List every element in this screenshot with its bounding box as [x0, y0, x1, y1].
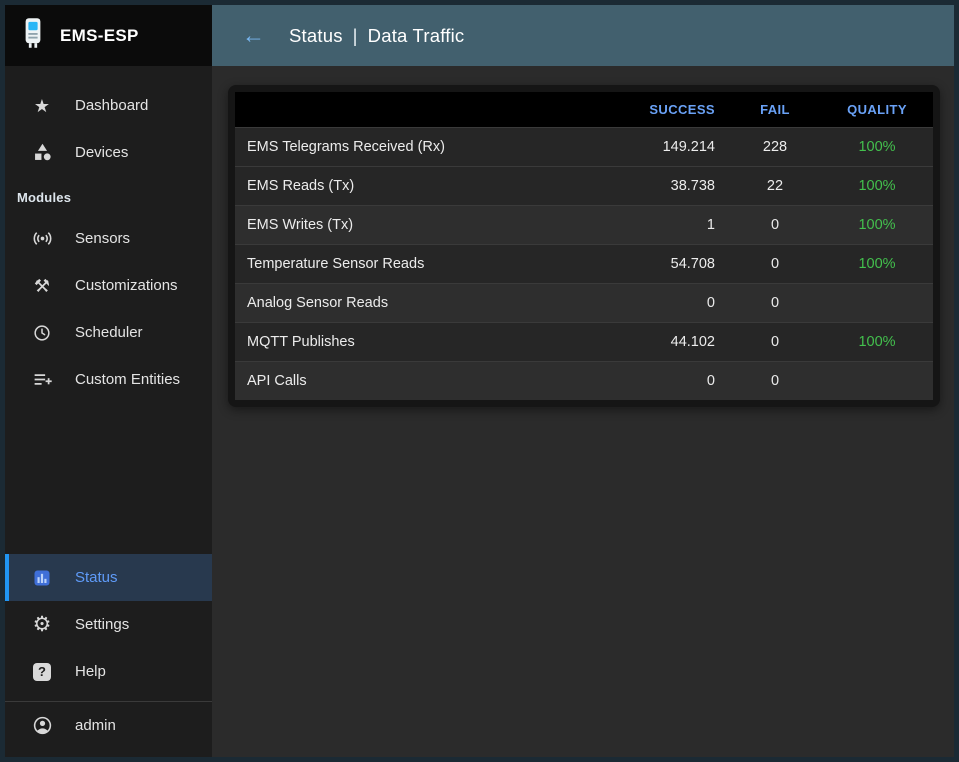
app-logo-icon — [21, 17, 45, 54]
fail-cell: 0 — [729, 205, 821, 245]
table-row: MQTT Publishes 44.102 0 100% — [235, 322, 933, 362]
devices-icon — [29, 142, 55, 163]
table-row: EMS Writes (Tx) 1 0 100% — [235, 205, 933, 245]
breadcrumb: Status | Data Traffic — [289, 25, 464, 47]
sidebar-item-status[interactable]: Status — [5, 554, 212, 601]
sidebar-divider — [5, 701, 212, 702]
app-logo-header[interactable]: EMS-ESP — [5, 5, 212, 66]
fail-cell: 0 — [729, 361, 821, 400]
metric-cell: EMS Telegrams Received (Rx) — [235, 127, 599, 167]
sidebar-item-devices[interactable]: Devices — [5, 129, 212, 176]
success-cell: 54.708 — [599, 244, 729, 284]
quality-cell: 100% — [821, 244, 933, 284]
success-cell: 0 — [599, 283, 729, 323]
table-header: SUCCESS FAIL QUALITY — [235, 92, 933, 128]
sidebar-spacer — [5, 403, 212, 554]
breadcrumb-page: Data Traffic — [367, 24, 465, 46]
success-cell: 0 — [599, 361, 729, 400]
sidebar-item-label: Sensors — [75, 230, 131, 247]
fail-cell: 0 — [729, 322, 821, 362]
data-traffic-table: SUCCESS FAIL QUALITY EMS Telegrams Recei… — [235, 92, 933, 400]
metric-cell: MQTT Publishes — [235, 322, 599, 362]
sidebar-item-label: Customizations — [75, 277, 178, 294]
metric-column-header — [235, 92, 599, 128]
sidebar-item-label: Dashboard — [75, 97, 149, 114]
sidebar-item-label: Status — [75, 569, 118, 586]
gear-icon: ⚙ — [32, 613, 52, 636]
tools-icon: ⚒ — [33, 275, 51, 296]
main-content: SUCCESS FAIL QUALITY EMS Telegrams Recei… — [212, 66, 954, 757]
sidebar-item-customizations[interactable]: ⚒ Customizations — [5, 262, 212, 309]
table-row: Analog Sensor Reads 0 0 — [235, 283, 933, 323]
sidebar-item-settings[interactable]: ⚙ Settings — [5, 601, 212, 648]
metric-cell: API Calls — [235, 361, 599, 400]
fail-cell: 22 — [729, 166, 821, 206]
breadcrumb-section: Status — [289, 24, 343, 46]
quality-column-header: QUALITY — [821, 92, 933, 128]
sidebar-nav: ★ Dashboard Devices Modules — [5, 66, 212, 757]
sidebar-item-label: Settings — [75, 616, 130, 633]
quality-cell — [821, 283, 933, 323]
quality-cell: 100% — [821, 166, 933, 206]
main-column: ← Status | Data Traffic SUCCESS FAIL QUALI… — [212, 5, 954, 757]
fail-cell: 228 — [729, 127, 821, 167]
sidebar-item-help[interactable]: ? Help — [5, 648, 212, 695]
success-cell: 149.214 — [599, 127, 729, 167]
table-row: API Calls 0 0 — [235, 361, 933, 400]
ems-esp-app: EMS-ESP ★ Dashboard Devices Modules — [5, 5, 954, 757]
star-icon: ★ — [33, 95, 51, 116]
sidebar-item-label: Scheduler — [75, 324, 143, 341]
breadcrumb-separator: | — [352, 24, 358, 46]
table-body: EMS Telegrams Received (Rx) 149.214 228 … — [235, 127, 933, 400]
table-row: Temperature Sensor Reads 54.708 0 100% — [235, 244, 933, 284]
sidebar-section-modules: Modules — [17, 190, 72, 205]
sidebar-item-label: Devices — [75, 144, 129, 161]
metric-cell: EMS Writes (Tx) — [235, 205, 599, 245]
sensors-icon — [29, 228, 55, 249]
app-title: EMS-ESP — [60, 25, 139, 45]
sidebar-item-label: Help — [75, 663, 106, 680]
help-icon: ? — [29, 662, 55, 681]
bar-chart-icon — [29, 568, 55, 588]
success-cell: 44.102 — [599, 322, 729, 362]
sidebar: EMS-ESP ★ Dashboard Devices Modules — [5, 5, 212, 757]
success-column-header: SUCCESS — [599, 92, 729, 128]
table-header-row: SUCCESS FAIL QUALITY — [235, 92, 933, 128]
sidebar-item-dashboard[interactable]: ★ Dashboard — [5, 82, 212, 129]
sidebar-item-sensors[interactable]: Sensors — [5, 215, 212, 262]
account-icon — [29, 715, 55, 736]
data-traffic-card: SUCCESS FAIL QUALITY EMS Telegrams Recei… — [228, 85, 940, 407]
sidebar-item-admin[interactable]: admin — [5, 702, 212, 749]
sidebar-item-label: admin — [75, 717, 116, 734]
back-arrow-icon[interactable]: ← — [242, 22, 265, 48]
metric-cell: EMS Reads (Tx) — [235, 166, 599, 206]
sidebar-item-custom-entities[interactable]: Custom Entities — [5, 356, 212, 403]
help-badge: ? — [33, 662, 51, 681]
quality-cell: 100% — [821, 127, 933, 167]
table-row: EMS Reads (Tx) 38.738 22 100% — [235, 166, 933, 206]
quality-cell: 100% — [821, 322, 933, 362]
metric-cell: Analog Sensor Reads — [235, 283, 599, 323]
fail-column-header: FAIL — [729, 92, 821, 128]
metric-cell: Temperature Sensor Reads — [235, 244, 599, 284]
quality-cell: 100% — [821, 205, 933, 245]
success-cell: 38.738 — [599, 166, 729, 206]
sidebar-item-scheduler[interactable]: Scheduler — [5, 309, 212, 356]
topbar: ← Status | Data Traffic — [212, 5, 954, 66]
table-row: EMS Telegrams Received (Rx) 149.214 228 … — [235, 127, 933, 167]
success-cell: 1 — [599, 205, 729, 245]
sidebar-item-label: Custom Entities — [75, 371, 181, 388]
clock-icon — [29, 323, 55, 343]
quality-cell — [821, 361, 933, 400]
list-add-icon — [29, 369, 55, 390]
fail-cell: 0 — [729, 244, 821, 284]
fail-cell: 0 — [729, 283, 821, 323]
